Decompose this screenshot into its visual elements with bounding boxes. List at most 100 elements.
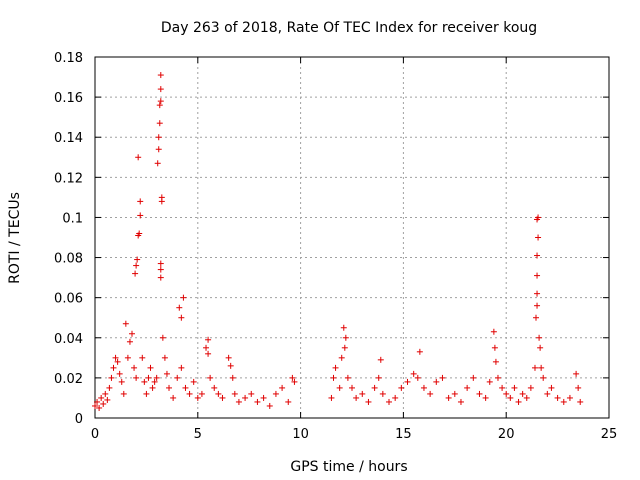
data-point	[365, 398, 372, 405]
chart-title: Day 263 of 2018, Rate Of TEC Index for r…	[161, 20, 537, 36]
data-point	[285, 398, 292, 405]
data-point	[379, 390, 386, 397]
data-point	[392, 394, 399, 401]
data-point	[499, 384, 506, 391]
y-tick-label: 0.1	[62, 211, 83, 226]
data-point	[338, 354, 345, 361]
data-point	[155, 134, 162, 141]
data-point	[420, 384, 427, 391]
data-point	[94, 398, 101, 405]
data-point	[122, 320, 129, 327]
data-point	[353, 394, 360, 401]
y-tick-label: 0.14	[54, 131, 83, 146]
data-point	[118, 378, 125, 385]
data-point	[198, 390, 205, 397]
data-point	[112, 354, 119, 361]
data-point	[108, 374, 115, 381]
data-point	[540, 374, 547, 381]
data-point	[445, 394, 452, 401]
data-point	[341, 344, 348, 351]
data-point	[410, 370, 417, 377]
data-point	[533, 314, 540, 321]
data-point	[534, 252, 541, 259]
data-point	[157, 266, 164, 273]
data-point	[560, 398, 567, 405]
data-point	[149, 384, 156, 391]
data-point	[100, 400, 107, 407]
data-point	[482, 394, 489, 401]
data-point	[178, 364, 185, 371]
data-point	[577, 398, 584, 405]
data-point	[159, 334, 166, 341]
data-point	[433, 378, 440, 385]
data-point	[470, 374, 477, 381]
axis-ticks: 0 5 10 15 20 25 0 0.02 0.04 0.06 0.08 0.1 0.12 0.14 0.…	[54, 51, 617, 442]
data-point	[174, 374, 181, 381]
data-point	[98, 394, 105, 401]
data-point	[242, 394, 249, 401]
data-point	[260, 394, 267, 401]
data-point	[141, 378, 148, 385]
data-point	[464, 384, 471, 391]
data-point	[158, 198, 165, 205]
data-point	[235, 398, 242, 405]
data-point	[156, 102, 163, 109]
data-point	[404, 378, 411, 385]
data-point	[476, 390, 483, 397]
data-point	[451, 390, 458, 397]
data-point	[139, 354, 146, 361]
data-point	[102, 390, 109, 397]
data-point	[178, 314, 185, 321]
data-point	[575, 384, 582, 391]
data-point	[147, 364, 154, 371]
x-tick-label: 25	[601, 427, 618, 442]
data-point	[248, 390, 255, 397]
data-point	[511, 384, 518, 391]
data-point	[375, 374, 382, 381]
data-point	[133, 374, 140, 381]
data-point	[534, 290, 541, 297]
data-point	[340, 324, 347, 331]
data-point	[503, 390, 510, 397]
data-point	[225, 354, 232, 361]
data-point	[414, 374, 421, 381]
y-tick-label: 0.06	[54, 292, 83, 307]
y-tick-label: 0.16	[54, 91, 83, 106]
data-point	[207, 374, 214, 381]
x-tick-label: 20	[498, 427, 515, 442]
data-point	[180, 294, 187, 301]
data-point	[120, 390, 127, 397]
data-point	[155, 146, 162, 153]
data-point	[254, 398, 261, 405]
data-point	[92, 402, 98, 409]
data-point	[527, 384, 534, 391]
x-tick-label: 15	[395, 427, 412, 442]
data-point	[554, 394, 561, 401]
data-point	[154, 160, 161, 167]
y-tick-label: 0.18	[54, 51, 83, 66]
y-tick-label: 0.02	[54, 372, 83, 387]
data-point	[536, 334, 543, 341]
data-point	[143, 390, 150, 397]
data-point	[535, 234, 542, 241]
data-point	[137, 198, 144, 205]
data-point	[289, 374, 296, 381]
grid-lines	[95, 57, 609, 418]
data-point	[538, 364, 545, 371]
data-point	[534, 302, 541, 309]
data-point	[157, 86, 164, 93]
data-point	[439, 374, 446, 381]
data-point	[186, 390, 193, 397]
data-point	[211, 384, 218, 391]
data-point	[427, 390, 434, 397]
data-point	[231, 390, 238, 397]
data-point	[491, 344, 498, 351]
data-point	[227, 362, 234, 369]
data-point	[104, 396, 111, 403]
data-point	[116, 370, 123, 377]
data-point	[534, 272, 541, 279]
data-point	[157, 260, 164, 267]
data-point	[398, 384, 405, 391]
data-point	[136, 230, 143, 237]
data-point	[548, 384, 555, 391]
